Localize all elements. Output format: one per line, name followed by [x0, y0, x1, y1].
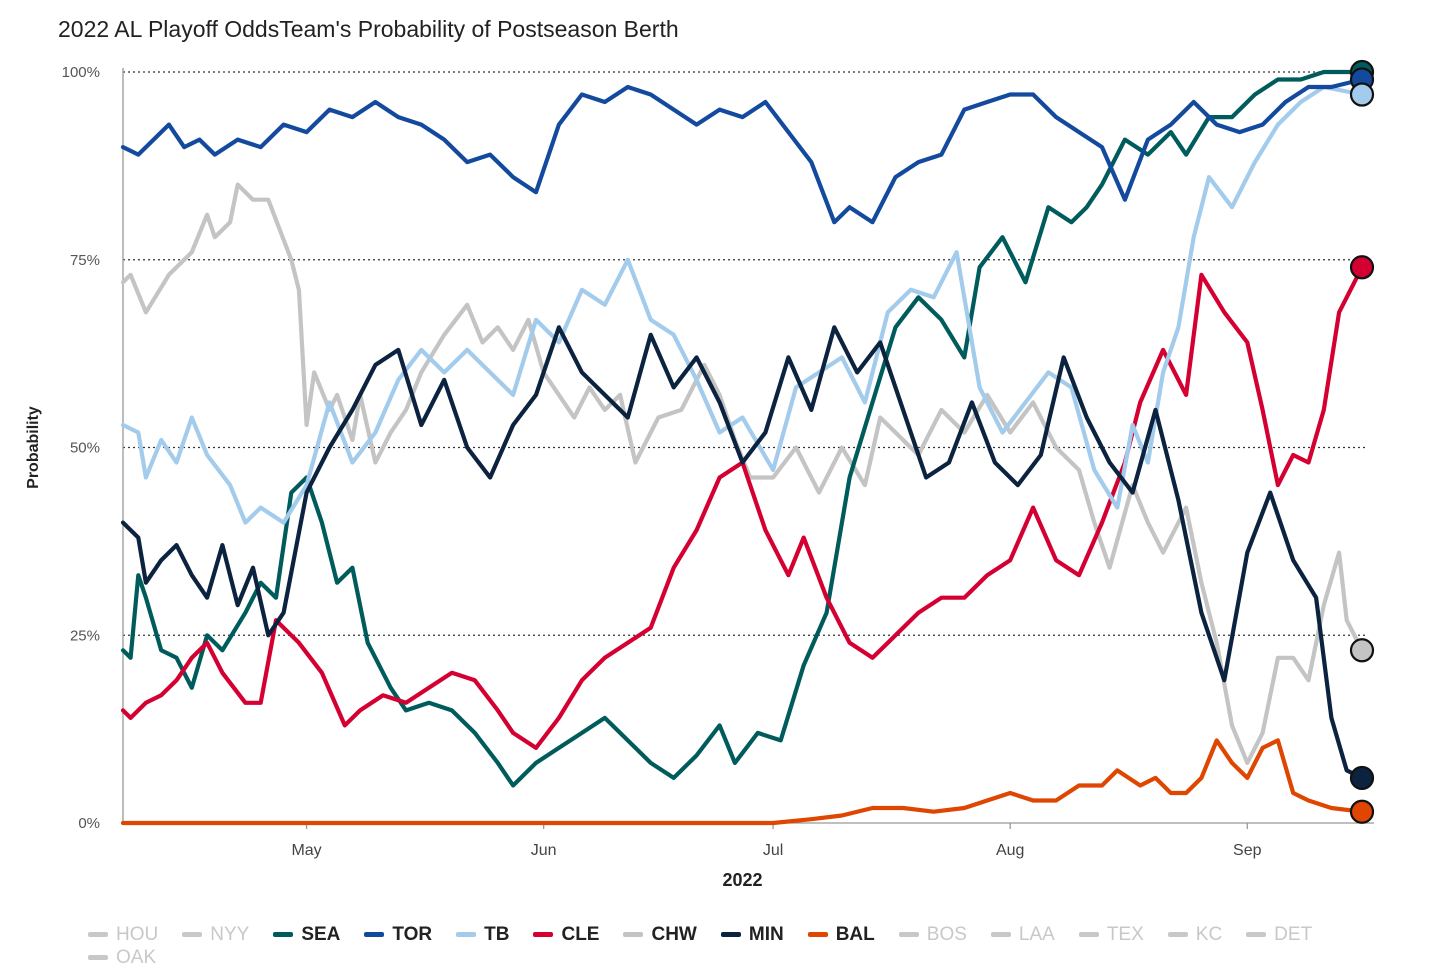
series-line-cle	[120, 265, 1365, 750]
legend-item-bos[interactable]: BOS	[898, 923, 967, 946]
y-tick-label: 75%	[70, 252, 100, 269]
series-line-chw	[120, 182, 1365, 765]
legend-swatch	[364, 932, 385, 937]
legend-swatch	[720, 932, 741, 937]
end-marker-cle	[1349, 255, 1375, 280]
y-tick-label: 50%	[70, 440, 100, 457]
legend-swatch	[88, 932, 108, 937]
legend-item-sea[interactable]: SEA	[273, 923, 340, 946]
legend-label: CHW	[651, 923, 697, 945]
x-tick-label: Jul	[763, 842, 783, 859]
y-tick-label: 100%	[62, 64, 100, 81]
series-line-tor	[120, 77, 1365, 225]
legend-swatch	[1246, 932, 1267, 937]
legend-label: DET	[1274, 923, 1313, 945]
y-tick-label: 25%	[70, 627, 100, 644]
legend-item-oak[interactable]: OAK	[88, 946, 156, 969]
legend-label: HOU	[116, 923, 159, 945]
series-line-min	[120, 325, 1365, 780]
legend-item-tex[interactable]: TEX	[1078, 923, 1144, 946]
series-line-sea	[120, 69, 1365, 788]
legend-label: KC	[1195, 923, 1223, 945]
end-marker-min	[1349, 765, 1375, 791]
x-axis-label: 2022	[722, 870, 762, 890]
end-marker-bal	[1349, 799, 1375, 824]
x-tick-label: Aug	[996, 842, 1024, 859]
legend-item-chw[interactable]: CHW	[623, 923, 697, 946]
legend-item-tor[interactable]: TOR	[364, 923, 432, 946]
legend-label: OAK	[116, 946, 157, 968]
legend-item-hou[interactable]: HOU	[88, 923, 158, 946]
legend-item-laa[interactable]: LAA	[990, 923, 1055, 946]
legend-swatch	[807, 932, 828, 937]
end-marker-tb	[1349, 82, 1375, 107]
legend-swatch	[88, 955, 108, 960]
legend-item-bal[interactable]: BAL	[807, 923, 875, 946]
legend-label: BOS	[926, 923, 967, 945]
chart-legend: HOU NYY SEA TOR TB CLE CHW MIN BAL BOS LAA TEX KC DET…	[88, 923, 1388, 969]
line-chart: 0% 25% 50% 75% 100% May Jun Jul Aug Sep 2022 Probab…	[25, 59, 1375, 890]
end-marker-chw	[1349, 638, 1375, 663]
y-axis-label: Probability	[25, 406, 42, 489]
series-line-bal	[120, 738, 1365, 826]
legend-label: CLE	[561, 923, 600, 945]
legend-swatch	[456, 932, 477, 937]
legend-swatch	[533, 932, 554, 937]
series-line-tb	[120, 84, 1365, 525]
x-tick-label: Jun	[531, 842, 557, 859]
x-tick-label: Sep	[1233, 842, 1262, 859]
legend-item-nyy[interactable]: NYY	[182, 923, 249, 946]
legend-item-kc[interactable]: KC	[1167, 923, 1223, 946]
legend-item-cle[interactable]: CLE	[533, 923, 599, 946]
legend-label: MIN	[748, 923, 784, 945]
legend-swatch	[273, 932, 294, 937]
legend-item-det[interactable]: DET	[1246, 923, 1312, 946]
legend-swatch	[990, 932, 1011, 937]
legend-label: SEA	[301, 923, 341, 945]
y-tick-label: 0%	[78, 815, 100, 832]
legend-swatch	[898, 932, 919, 937]
legend-item-min[interactable]: MIN	[720, 923, 784, 946]
legend-label: TEX	[1106, 923, 1144, 945]
legend-label: TOR	[392, 923, 433, 945]
chart-title: 2022 AL Playoff OddsTeam's Probability o…	[58, 16, 679, 42]
legend-swatch	[1078, 932, 1099, 937]
legend-item-tb[interactable]: TB	[456, 923, 509, 946]
legend-swatch	[623, 932, 644, 937]
legend-label: LAA	[1018, 923, 1055, 945]
legend-label: BAL	[835, 923, 875, 945]
legend-label: NYY	[210, 923, 250, 945]
x-tick-label: May	[291, 842, 321, 859]
legend-swatch	[1167, 932, 1188, 937]
legend-swatch	[182, 932, 203, 937]
legend-label: TB	[484, 923, 510, 945]
